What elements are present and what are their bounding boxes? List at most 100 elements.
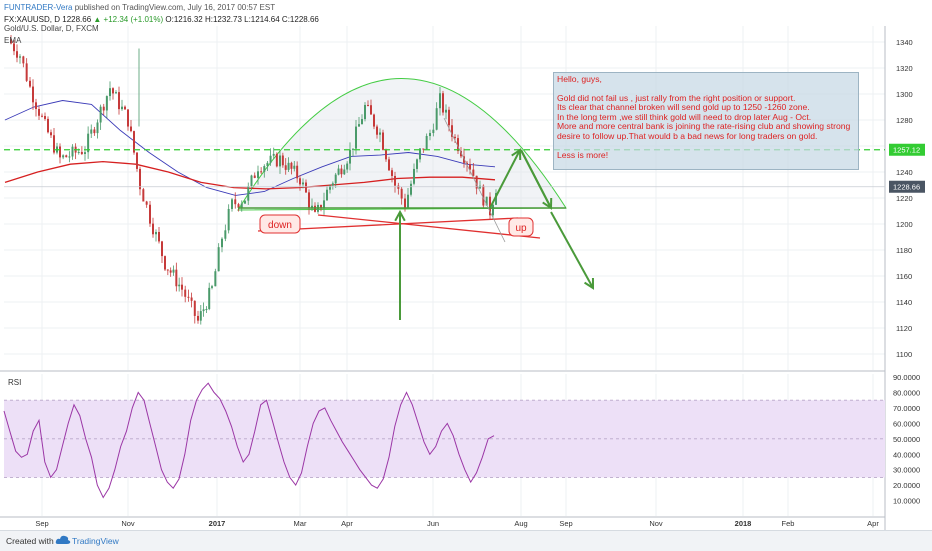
candle-body — [382, 132, 384, 150]
candle-body — [475, 175, 478, 189]
rounded-top-arc — [237, 78, 567, 211]
candle-body — [244, 200, 246, 204]
price-tick-label: 1100 — [896, 350, 912, 359]
candle-body — [355, 126, 357, 149]
rsi-tick-label: 90.0000 — [893, 373, 920, 382]
candle-body — [269, 155, 272, 163]
candle-body — [352, 148, 354, 150]
candle-body — [68, 156, 71, 158]
candle-body — [169, 270, 172, 273]
candle-body — [199, 311, 202, 321]
candle-body — [19, 56, 21, 58]
candle-body — [16, 51, 18, 58]
published-text: published on TradingView.com, July 16, 2… — [74, 3, 276, 12]
candle-body — [62, 155, 65, 158]
arrow-shaft — [489, 149, 521, 209]
arrow-shaft — [520, 149, 552, 209]
price-tick-label: 1160 — [896, 272, 912, 281]
candle-body — [25, 63, 28, 81]
candle-body — [331, 183, 334, 186]
candle-body — [391, 170, 393, 176]
candle-body — [302, 182, 304, 185]
publish-line: FUNTRADER-Vera published on TradingView.… — [4, 3, 275, 12]
candle-body — [432, 129, 435, 134]
candle-body — [118, 92, 120, 110]
candle-body — [305, 182, 307, 193]
candle-body — [202, 309, 205, 312]
price-axis[interactable]: 1100112011401160118012001220124012601280… — [889, 38, 925, 506]
candle-body — [361, 119, 363, 125]
symbol-name: FX:XAUUSD, D — [4, 15, 61, 24]
author-link[interactable]: FUNTRADER-Vera — [4, 3, 73, 12]
candle-body — [71, 146, 74, 157]
candle-body — [376, 126, 378, 135]
last-price-badge: 1228.66 — [889, 180, 925, 193]
label-box — [508, 217, 534, 237]
candle-body — [492, 204, 494, 216]
candle-body — [413, 168, 415, 184]
candle-body — [400, 188, 403, 199]
candle-body — [41, 115, 43, 117]
time-tick-label: 2017 — [209, 519, 226, 528]
price-chart[interactable]: down up 1100 1120 1140 1160 1180 1200 1220 1240 1… — [0, 0, 932, 530]
candle-body — [217, 247, 220, 272]
candle-body — [190, 297, 193, 301]
time-tick-label: Mar — [294, 519, 307, 528]
candle-body — [373, 114, 375, 127]
indicator-label: EMA — [4, 36, 22, 45]
candle-body — [29, 80, 31, 87]
candle-body — [102, 106, 105, 111]
note-greeting: Hello, guys, — [557, 74, 602, 84]
time-axis[interactable]: Sep Nov 2017 Mar Apr Jun Aug Sep Nov 2018 Feb Apr — [35, 519, 879, 528]
rsi-tick-label: 70.0000 — [893, 404, 920, 413]
candle-body — [234, 199, 237, 205]
candle-body — [80, 151, 83, 155]
candle-body — [13, 43, 15, 52]
candle-body — [422, 148, 425, 150]
footer-bar: Created with TradingView — [0, 530, 932, 551]
candle-body — [250, 175, 253, 187]
arrow-head — [394, 209, 406, 222]
candle-body — [221, 238, 223, 248]
candle-body — [130, 126, 132, 132]
candle-body — [416, 159, 418, 169]
candle-body — [448, 109, 450, 126]
up-text: up — [515, 223, 527, 234]
price-tick-label: 1340 — [896, 38, 913, 47]
candle-body — [429, 133, 431, 136]
candle-body — [38, 109, 40, 116]
candle-body — [187, 296, 190, 298]
time-tick-label: Sep — [35, 519, 48, 528]
candle-body — [237, 204, 240, 208]
arrow-shaft — [550, 211, 594, 289]
tradingview-brand[interactable]: TradingView — [72, 536, 119, 546]
candle-body — [121, 106, 123, 110]
note-line: Gold did not fail us , just rally from t… — [557, 92, 796, 103]
candle-body — [439, 93, 441, 109]
analysis-note: Hello, guys, Gold did not fail us , just… — [553, 72, 859, 170]
candle-body — [10, 39, 12, 44]
candle-body — [115, 92, 117, 94]
candle-body — [299, 178, 301, 185]
created-with-text: Created with — [6, 536, 54, 546]
down-arrow-target — [550, 211, 595, 290]
candle-body — [379, 132, 381, 135]
price-tick-label: 1200 — [896, 220, 913, 229]
candle-body — [155, 231, 157, 235]
time-tick-label: Nov — [121, 519, 135, 528]
candle-body — [231, 199, 233, 209]
candle-body — [367, 104, 369, 106]
candle-body — [35, 102, 37, 110]
candle-body — [149, 204, 151, 224]
candle-body — [495, 193, 497, 205]
candle-body — [99, 106, 102, 123]
candle-body — [394, 175, 396, 186]
candle-body — [44, 116, 46, 119]
candle-body — [53, 135, 55, 153]
rsi-guide-lines — [4, 399, 885, 478]
time-tick-label: Aug — [514, 519, 527, 528]
candle-body — [451, 125, 453, 137]
candle-body — [184, 289, 187, 297]
up-label: up — [508, 217, 534, 237]
rsi-tick-label: 40.0000 — [893, 450, 920, 459]
